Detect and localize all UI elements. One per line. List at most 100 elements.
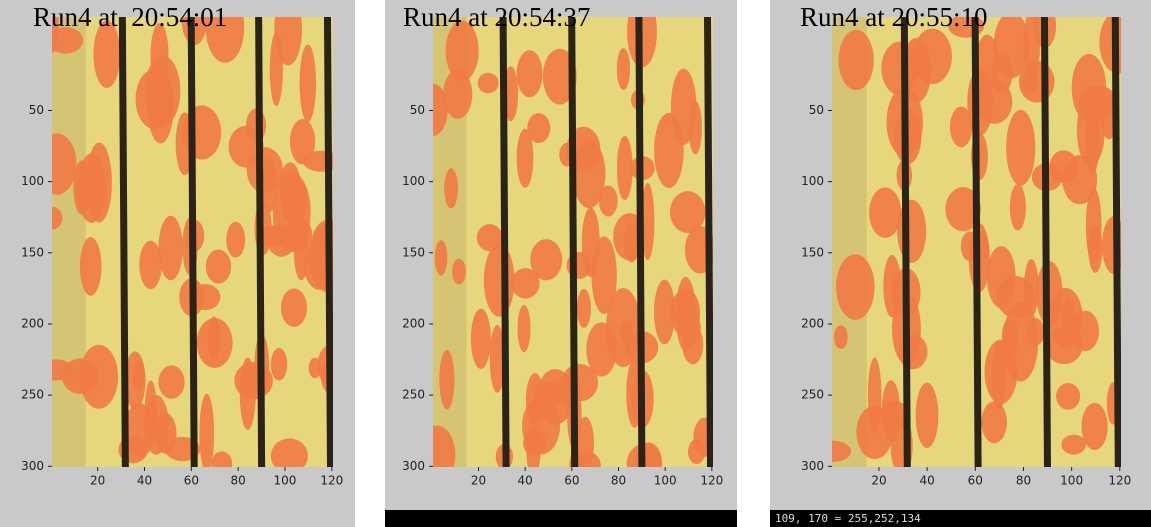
image-content [418, 0, 717, 484]
x-tick-label: 60 [564, 474, 579, 488]
y-tick-label: 200 [21, 316, 44, 330]
image-blob [537, 369, 574, 424]
image-blob [270, 32, 283, 106]
image-blob [484, 244, 515, 316]
image [418, 0, 717, 484]
image-blob [1002, 319, 1019, 354]
image-blob [1061, 435, 1085, 455]
x-tick-label: 20 [90, 474, 105, 488]
image-blob [197, 318, 233, 368]
image-blob [240, 357, 256, 429]
y-tick-label: 200 [801, 316, 824, 330]
image-blob [869, 188, 901, 238]
y-tick-label: 300 [801, 459, 824, 473]
image-blob [1062, 155, 1097, 204]
image-blob [518, 305, 531, 352]
image-blob [1082, 403, 1108, 450]
image-blob [654, 113, 684, 188]
image [37, 0, 348, 476]
image-blob [477, 224, 503, 251]
image-blob [517, 50, 543, 97]
image [814, 3, 1137, 475]
image-blob [226, 222, 245, 258]
image-blob [439, 350, 454, 410]
y-tick-label: 100 [402, 174, 425, 188]
image-blob [444, 168, 458, 208]
y-tick-label: 100 [801, 174, 824, 188]
image-blob [290, 119, 315, 164]
y-tick-label: 200 [402, 316, 425, 330]
image-blob [435, 240, 448, 276]
image-blob [136, 69, 174, 129]
x-tick-label: 40 [518, 474, 533, 488]
image-shade [52, 17, 86, 467]
x-tick-label: 60 [184, 474, 199, 488]
chart-title: Run4 at 20:54:01 [33, 2, 227, 32]
image-blob [87, 143, 112, 223]
figure: 50 100 150 200 250 300 20 40 60 80 100 120 Run4 at 2… [0, 0, 1151, 527]
image-blob [950, 107, 972, 148]
y-tick-label: 300 [402, 459, 425, 473]
x-tick-label: 100 [1060, 474, 1083, 488]
chart-title: Run4 at 20:54:37 [403, 2, 591, 32]
image-blob [1010, 184, 1026, 230]
y-tick-label: 250 [21, 388, 44, 402]
image-blob [897, 200, 926, 263]
image-blob [139, 241, 162, 289]
y-tick-label: 50 [29, 103, 44, 117]
image-blob [271, 348, 287, 381]
image-blob [478, 73, 499, 94]
image-blob [1088, 225, 1102, 273]
image-blob [471, 309, 491, 369]
y-tick-label: 50 [410, 103, 425, 117]
image-blob [527, 113, 550, 143]
status-bar [385, 510, 737, 527]
image-blob [617, 48, 630, 90]
x-tick-label: 120 [700, 474, 723, 488]
image-blob [882, 380, 900, 442]
y-tick-label: 300 [21, 459, 44, 473]
image-blob [452, 259, 466, 285]
image-blob [300, 44, 316, 122]
image-blob [309, 358, 321, 379]
status-text: 109, 170 = 255,252,134 [775, 512, 921, 525]
image-blob [80, 237, 102, 296]
image-blob [981, 401, 1007, 443]
image-blob [1006, 110, 1035, 186]
x-tick-label: 20 [871, 474, 886, 488]
x-tick-label: 80 [1016, 474, 1031, 488]
x-tick-label: 120 [1108, 474, 1131, 488]
image-blob [206, 249, 231, 283]
image-blob [881, 42, 918, 95]
image-blob [671, 289, 701, 337]
image-blob [158, 365, 184, 399]
image-blob [1056, 383, 1080, 410]
image-blob [916, 383, 939, 448]
image-blob [689, 101, 702, 155]
x-tick-label: 80 [231, 474, 246, 488]
image-blob [279, 162, 301, 212]
x-tick-label: 40 [919, 474, 934, 488]
image-content [814, 3, 1137, 475]
image-blob [155, 413, 177, 454]
image-blob [839, 30, 874, 90]
image-blob [182, 105, 221, 159]
x-tick-label: 100 [274, 474, 297, 488]
image-blob [577, 289, 591, 328]
image-blob [834, 325, 848, 349]
image-blob [599, 186, 618, 217]
y-tick-label: 150 [21, 245, 44, 259]
chart-title: Run4 at 20:55:10 [800, 2, 988, 32]
image-blob [868, 357, 881, 432]
x-tick-label: 100 [654, 474, 677, 488]
y-tick-label: 150 [801, 245, 824, 259]
y-tick-label: 250 [402, 388, 425, 402]
y-tick-label: 50 [809, 103, 824, 117]
image-blob [1072, 311, 1099, 351]
image-blob [582, 207, 600, 277]
image-blob [996, 276, 1035, 318]
y-tick-label: 250 [801, 388, 824, 402]
x-tick-label: 60 [968, 474, 983, 488]
image-blob [836, 254, 875, 320]
y-tick-label: 150 [402, 245, 425, 259]
